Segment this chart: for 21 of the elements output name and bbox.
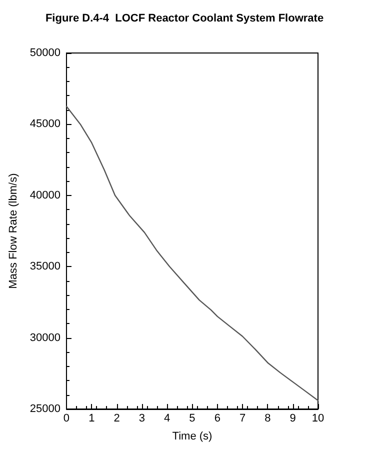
y-tick-label: 45000 [30,118,60,130]
x-axis-title: Time (s) [172,430,212,442]
x-tick-label: 7 [239,412,246,424]
x-tick-label: 0 [63,412,70,424]
x-tick-label: 5 [189,412,196,424]
x-tick-label: 1 [88,412,95,424]
line-series [66,106,319,402]
x-tick-label: 3 [138,412,146,424]
y-tick-label: 50000 [30,47,60,59]
x-tick-label: 6 [214,412,220,424]
y-axis-title: Mass Flow Rate (lbm/s) [8,173,20,289]
chart-title: Figure D.4-4 LOCF Reactor Coolant System Flowrate [45,12,324,24]
y-tick-label: 35000 [30,260,60,273]
x-tick-label: 2 [114,412,120,424]
y-tick-label: 40000 [30,189,60,202]
x-tick-label: 8 [264,412,271,424]
x-tick-label: 10 [312,412,324,424]
x-tick-label: 9 [290,412,296,424]
y-tick-label: 25000 [30,403,60,415]
y-tick-label: 30000 [30,332,60,344]
x-tick-label: 4 [164,412,170,424]
